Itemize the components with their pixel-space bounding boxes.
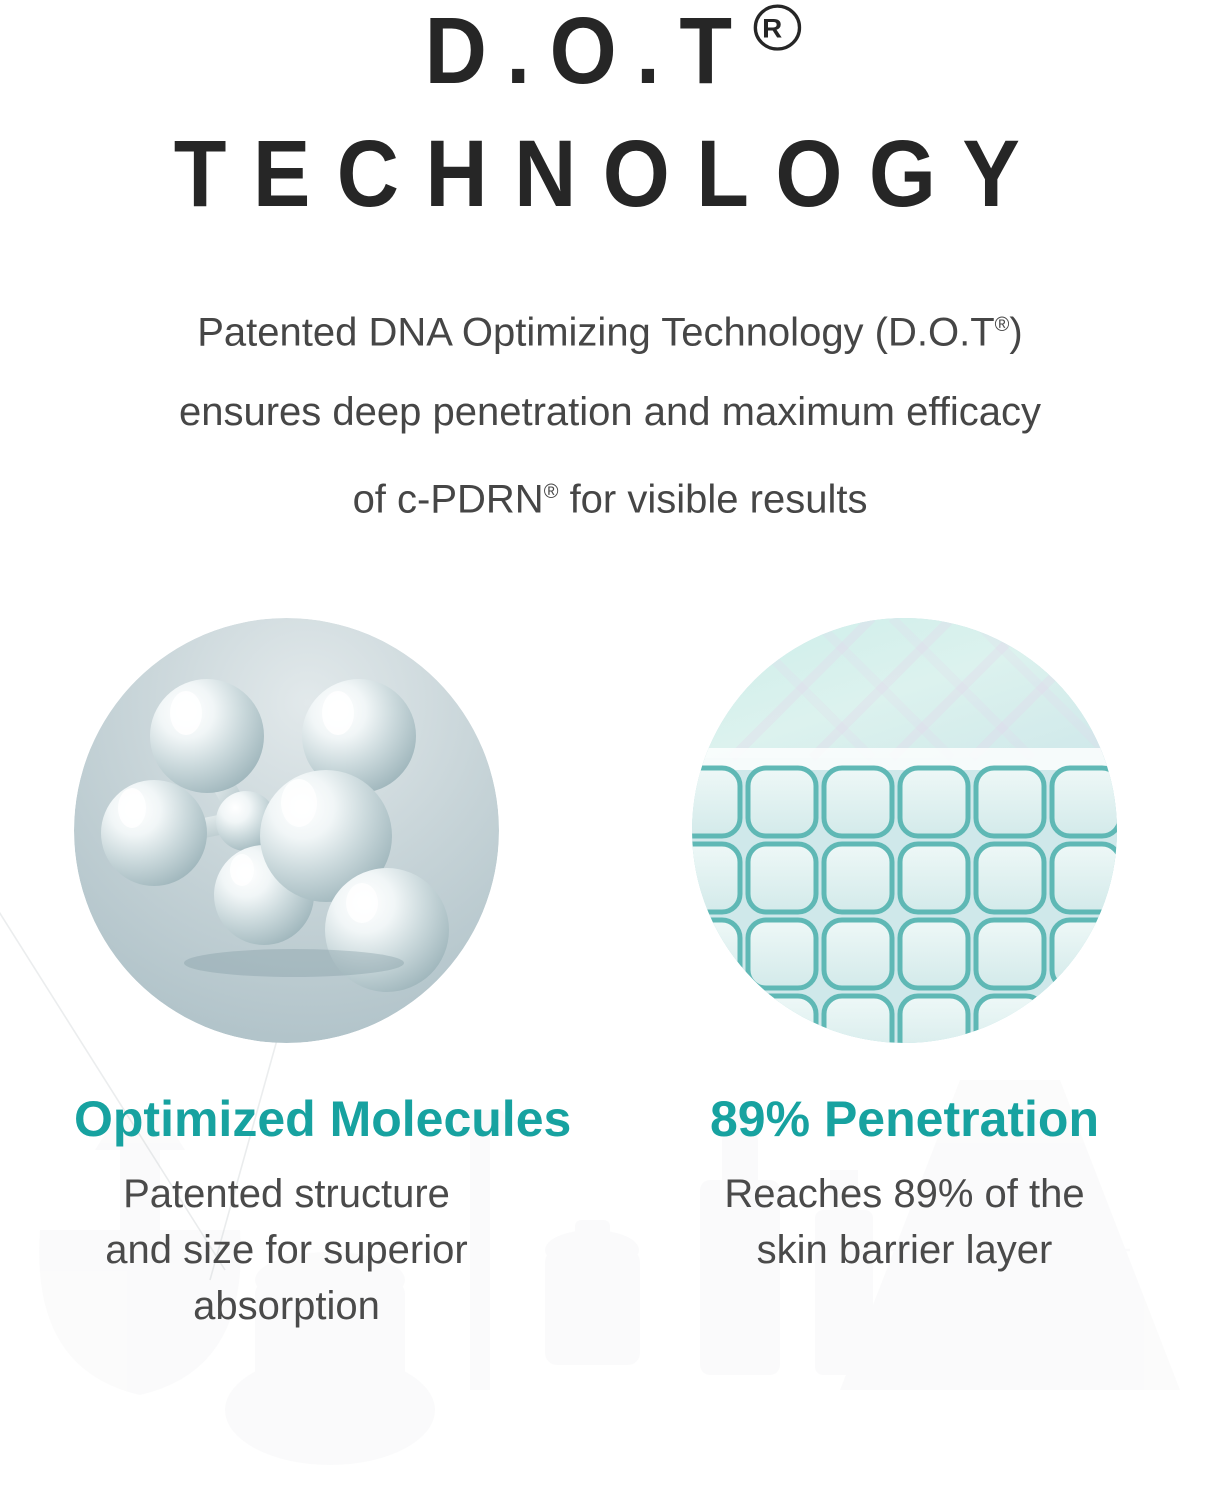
svg-text:R: R bbox=[762, 13, 793, 44]
